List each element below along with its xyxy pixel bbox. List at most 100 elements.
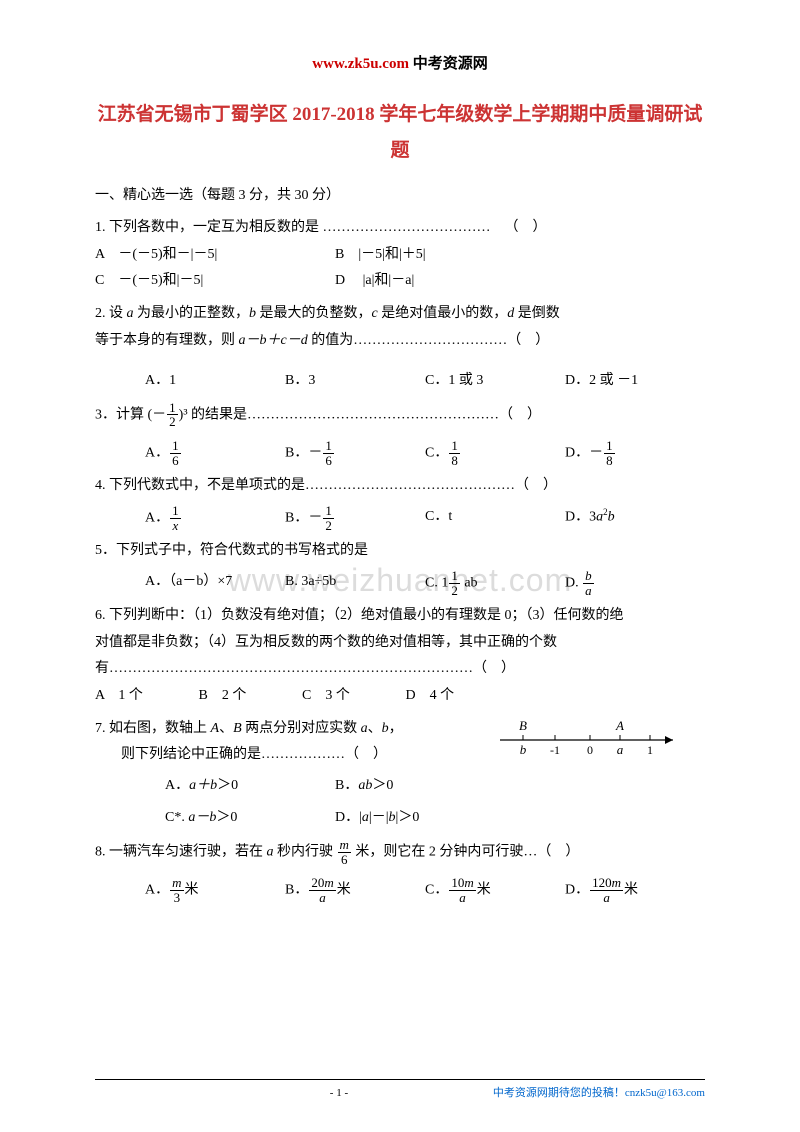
q1-stem: 1. 下列各数中，一定互为相反数的是 ……………………………… bbox=[95, 220, 491, 235]
q7-t4: 、 bbox=[368, 721, 382, 736]
section-heading: 一、精心选一选（每题 3 分，共 30 分） bbox=[95, 183, 705, 210]
header-url: www.zk5u.com bbox=[312, 56, 409, 72]
svg-text:b: b bbox=[520, 742, 527, 757]
q6-l3: 有……………………………………………………………………（ ） bbox=[95, 656, 705, 683]
svg-text:1: 1 bbox=[647, 743, 653, 757]
lbl: D. bbox=[565, 575, 582, 590]
q5-opt-c: C. 112 ab bbox=[425, 569, 565, 597]
q3-opt-c: C．18 bbox=[425, 439, 565, 467]
q7-opt-c: C*. a－b＞0 bbox=[165, 805, 335, 832]
q8-pre: 8. 一辆汽车匀速行驶，若在 bbox=[95, 844, 267, 859]
q3-opt-d: D．－18 bbox=[565, 439, 705, 467]
lbl: D． bbox=[565, 883, 589, 898]
q2-t7: 的值为……………………………（ ） bbox=[308, 333, 550, 348]
frac: 120ma bbox=[590, 876, 623, 904]
var-a: a bbox=[361, 721, 368, 736]
footer-note: 中考资源网期待您的投稿！cnzk5u@163.com bbox=[493, 1083, 705, 1104]
q7-t3: 两点分别对应实数 bbox=[242, 721, 361, 736]
txt: 米 bbox=[337, 883, 351, 898]
frac: 12 bbox=[449, 569, 460, 597]
question-6: 6. 下列判断中：（1）负数没有绝对值；（2）绝对值最小的有理数是 0；（3）任… bbox=[95, 603, 705, 709]
q6-opt-c: C 3 个 bbox=[302, 683, 402, 710]
frac: 16 bbox=[170, 439, 181, 467]
q2-t4: 是绝对值最小的数， bbox=[378, 306, 508, 321]
header-site: 中考资源网 bbox=[409, 56, 488, 72]
lbl: B．－ bbox=[285, 510, 322, 525]
lbl: B． bbox=[285, 883, 308, 898]
svg-text:a: a bbox=[617, 742, 624, 757]
q6-opt-a: A 1 个 bbox=[95, 683, 195, 710]
var-b: b bbox=[249, 306, 256, 321]
q4-opt-c: C．t bbox=[425, 504, 565, 532]
q2-t1: 2. 设 bbox=[95, 306, 127, 321]
frac: ba bbox=[583, 569, 594, 597]
answer-paren: （ ） bbox=[505, 215, 547, 242]
q2-opt-a: A．1 bbox=[145, 368, 285, 395]
q1-opt-b: B |－5|和|＋5| bbox=[335, 247, 426, 262]
lbl: C. 1 bbox=[425, 575, 448, 590]
frac: 20ma bbox=[309, 876, 335, 904]
var-B: B bbox=[233, 721, 242, 736]
lbl: B． bbox=[335, 778, 358, 793]
txt: |－| bbox=[369, 810, 389, 825]
number-line-figure: B A b -1 0 a 1 bbox=[495, 716, 685, 760]
var-A: A bbox=[211, 721, 220, 736]
var-b: b bbox=[382, 721, 389, 736]
q1-opt-d: D |a|和|－a| bbox=[335, 273, 414, 288]
page-content: www.zk5u.com 中考资源网 江苏省无锡市丁蜀学区 2017-2018 … bbox=[95, 50, 705, 904]
q2-t3: 是最大的负整数， bbox=[256, 306, 372, 321]
frac: 16 bbox=[323, 439, 334, 467]
lbl: D．－ bbox=[565, 445, 603, 460]
expr: a＋b bbox=[189, 778, 217, 793]
q2-opt-d: D．2 或 －1 bbox=[565, 368, 705, 395]
q7-t1: 7. 如右图，数轴上 bbox=[95, 721, 211, 736]
var-a: a bbox=[127, 306, 134, 321]
q3-opt-b: B．－16 bbox=[285, 439, 425, 467]
question-4: 4. 下列代数式中，不是单项式的是………………………………………（ ） A．1x… bbox=[95, 473, 705, 532]
q6-l2: 对值都是非负数；（4）互为相反数的两个数的绝对值相等，其中正确的个数 bbox=[95, 630, 705, 657]
q7-opt-a: A．a＋b＞0 bbox=[165, 773, 335, 800]
lbl: A． bbox=[145, 445, 169, 460]
question-5: 5．下列式子中，符合代数式的书写格式的是 A．（a－b）×7 B. 3a÷5b … bbox=[95, 538, 705, 597]
var: b bbox=[608, 510, 615, 525]
q4-opt-d: D．3a2b bbox=[565, 504, 705, 532]
frac: 12 bbox=[323, 504, 334, 532]
q2-t2: 为最小的正整数， bbox=[134, 306, 250, 321]
q8-post: 米，则它在 2 分钟内可行驶…（ ） bbox=[352, 844, 580, 859]
q1-opt-a: A －(－5)和－|－5| bbox=[95, 242, 335, 269]
frac: 18 bbox=[604, 439, 615, 467]
question-3: 3．计算 (－12)³ 的结果是………………………………………………（ ） A．… bbox=[95, 401, 705, 468]
svg-text:0: 0 bbox=[587, 743, 593, 757]
q4-opt-a: A．1x bbox=[145, 504, 285, 532]
q3-pre: 3．计算 (－ bbox=[95, 407, 166, 422]
q4-stem: 4. 下列代数式中，不是单项式的是………………………………………（ ） bbox=[95, 473, 705, 500]
svg-text:B: B bbox=[519, 718, 527, 733]
question-8: 8. 一辆汽车匀速行驶，若在 a 秒内行驶 m6 米，则它在 2 分钟内可行驶…… bbox=[95, 838, 705, 905]
lbl: C． bbox=[425, 445, 448, 460]
svg-text:A: A bbox=[615, 718, 624, 733]
q2-opt-b: B．3 bbox=[285, 368, 425, 395]
q5-stem: 5．下列式子中，符合代数式的书写格式的是 bbox=[95, 538, 705, 565]
q5-opt-a: A．（a－b）×7 bbox=[145, 569, 285, 597]
lbl: A． bbox=[145, 510, 169, 525]
q3-opt-a: A．16 bbox=[145, 439, 285, 467]
txt: ＞0 bbox=[217, 778, 238, 793]
q7-opt-b: B．ab＞0 bbox=[335, 773, 393, 800]
txt: |＞0 bbox=[396, 810, 420, 825]
question-1: 1. 下列各数中，一定互为相反数的是 ……………………………… （ ） A －(… bbox=[95, 215, 705, 295]
txt: ab bbox=[461, 575, 478, 590]
q2-opt-c: C．1 或 3 bbox=[425, 368, 565, 395]
frac: 1x bbox=[170, 504, 181, 532]
var: a bbox=[267, 844, 274, 859]
doc-title: 江苏省无锡市丁蜀学区 2017-2018 学年七年级数学上学期期中质量调研试题 bbox=[95, 97, 705, 169]
txt: ＞0 bbox=[216, 810, 237, 825]
lbl: C． bbox=[425, 883, 448, 898]
q2-t5: 是倒数 bbox=[514, 306, 560, 321]
expr: a－b＋c－d bbox=[239, 333, 308, 348]
expr: ab bbox=[358, 778, 372, 793]
txt: 米 bbox=[477, 883, 491, 898]
lbl: D．3 bbox=[565, 510, 596, 525]
page-number: - 1 - bbox=[95, 1083, 493, 1104]
txt: 米 bbox=[624, 883, 638, 898]
q7-t5: ， bbox=[389, 721, 403, 736]
